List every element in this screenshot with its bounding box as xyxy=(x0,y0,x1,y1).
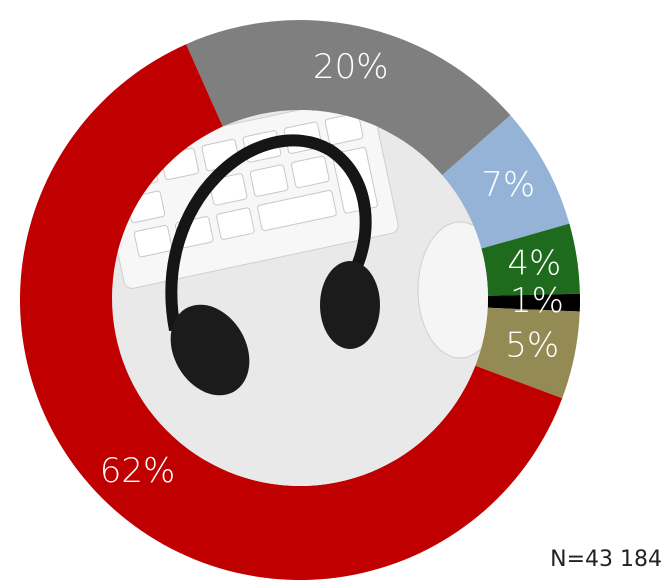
data-label: 20% xyxy=(313,47,389,87)
slice xyxy=(485,293,581,312)
data-label: 5% xyxy=(505,326,559,366)
data-label: 1% xyxy=(510,281,564,321)
slice xyxy=(439,115,570,250)
data-label: 7% xyxy=(481,165,535,205)
data-label: 62% xyxy=(100,451,176,491)
headphones xyxy=(165,134,380,396)
slice xyxy=(186,19,511,178)
mouse xyxy=(417,221,488,359)
annotation: N=43 184 xyxy=(550,547,662,572)
slice xyxy=(478,223,580,296)
slice xyxy=(474,307,580,399)
data-label: 4% xyxy=(507,243,561,283)
